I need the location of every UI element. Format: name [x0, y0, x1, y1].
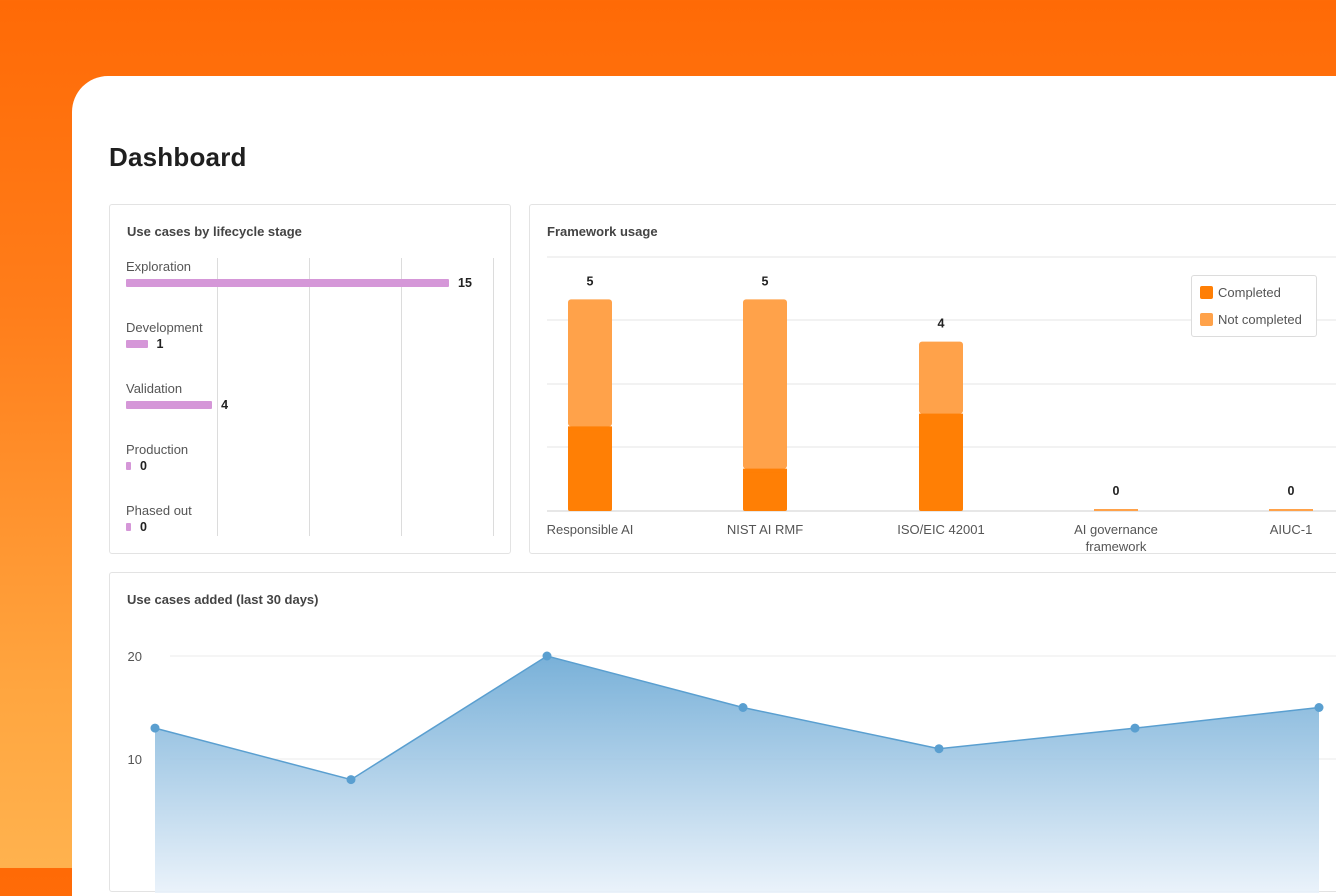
legend-swatch-not-completed	[1200, 313, 1213, 326]
area-fill	[155, 656, 1319, 893]
stage-value-exploration: 15	[458, 276, 472, 290]
x-tick-label: ISO/EIC 42001	[897, 522, 984, 537]
stage-value-development: 1	[156, 337, 164, 351]
gridline	[401, 258, 402, 536]
framework-card-title: Framework usage	[547, 224, 658, 239]
stage-bar-validation[interactable]	[126, 401, 213, 409]
stage-label-production: Production	[126, 442, 189, 457]
stage-value-phased-out: 0	[140, 520, 147, 534]
lifecycle-card-title: Use cases by lifecycle stage	[127, 224, 302, 239]
data-point	[1130, 723, 1140, 733]
y-tick-label: 10	[128, 752, 142, 767]
bar-completed	[743, 468, 787, 511]
framework-legend: Completed Not completed	[1191, 275, 1317, 337]
stage-bar-production[interactable]	[126, 462, 131, 470]
gridline	[493, 258, 494, 536]
bar-completed	[919, 413, 963, 511]
gridline	[309, 258, 310, 536]
x-tick-label: AI governance	[1074, 522, 1158, 537]
data-point	[346, 775, 356, 785]
added-card-title: Use cases added (last 30 days)	[127, 592, 319, 607]
framework-chart: 5 Responsible AI 5 NIST AI RMF 4 ISO/EIC 4200…	[547, 256, 1336, 554]
legend-swatch-completed	[1200, 286, 1213, 299]
x-tick-label: framework	[1086, 539, 1147, 554]
data-point	[934, 744, 944, 754]
bar-completed-cap	[743, 468, 787, 473]
stage-value-validation: 4	[221, 398, 229, 412]
bar-not-completed	[568, 299, 612, 427]
stage-bar-phased-out[interactable]	[126, 523, 131, 531]
stage-label-validation: Validation	[126, 381, 183, 396]
x-tick-label: AIUC-1	[1270, 522, 1313, 537]
bar-completed-cap	[568, 426, 612, 431]
y-tick-label: 20	[128, 649, 142, 664]
data-point	[738, 703, 748, 712]
x-tick-label: NIST AI RMF	[727, 522, 803, 537]
bar-total-label: 0	[1113, 484, 1120, 498]
bar-total-label: 0	[1288, 484, 1295, 498]
bar-completed	[568, 426, 612, 511]
stage-label-development: Development	[126, 320, 203, 335]
bar-empty	[1094, 509, 1138, 511]
data-point	[1314, 703, 1324, 712]
stage-bar-development[interactable]	[126, 340, 148, 348]
bar-total-label: 4	[938, 317, 945, 331]
added-card: Use cases added (last 30 days) 20 10	[109, 572, 1336, 893]
bar-completed-cap	[919, 413, 963, 418]
bar-total-label: 5	[587, 274, 594, 288]
page-title: Dashboard	[109, 142, 247, 172]
stage-label-exploration: Exploration	[126, 259, 192, 274]
data-point	[150, 723, 160, 733]
stage-label-phased-out: Phased out	[126, 503, 192, 518]
legend-item-completed[interactable]: Completed	[1200, 285, 1281, 300]
stage-bar-exploration[interactable]	[126, 279, 449, 287]
legend-item-not-completed[interactable]: Not completed	[1200, 312, 1302, 327]
lifecycle-card: Use cases by lifecycle stage Exploration…	[109, 204, 511, 554]
bar-empty	[1269, 509, 1313, 511]
gridline	[217, 258, 218, 536]
x-tick-label: Responsible AI	[547, 522, 634, 537]
stage-value-production: 0	[140, 459, 147, 473]
data-point	[542, 651, 552, 661]
bar-not-completed	[743, 299, 787, 469]
legend-label-not-completed: Not completed	[1218, 312, 1302, 327]
legend-label-completed: Completed	[1218, 285, 1281, 300]
bar-not-completed	[919, 341, 963, 414]
bar-total-label: 5	[762, 274, 769, 288]
framework-card: Framework usage 5 Responsible AI 5 NIST AI …	[529, 204, 1336, 554]
